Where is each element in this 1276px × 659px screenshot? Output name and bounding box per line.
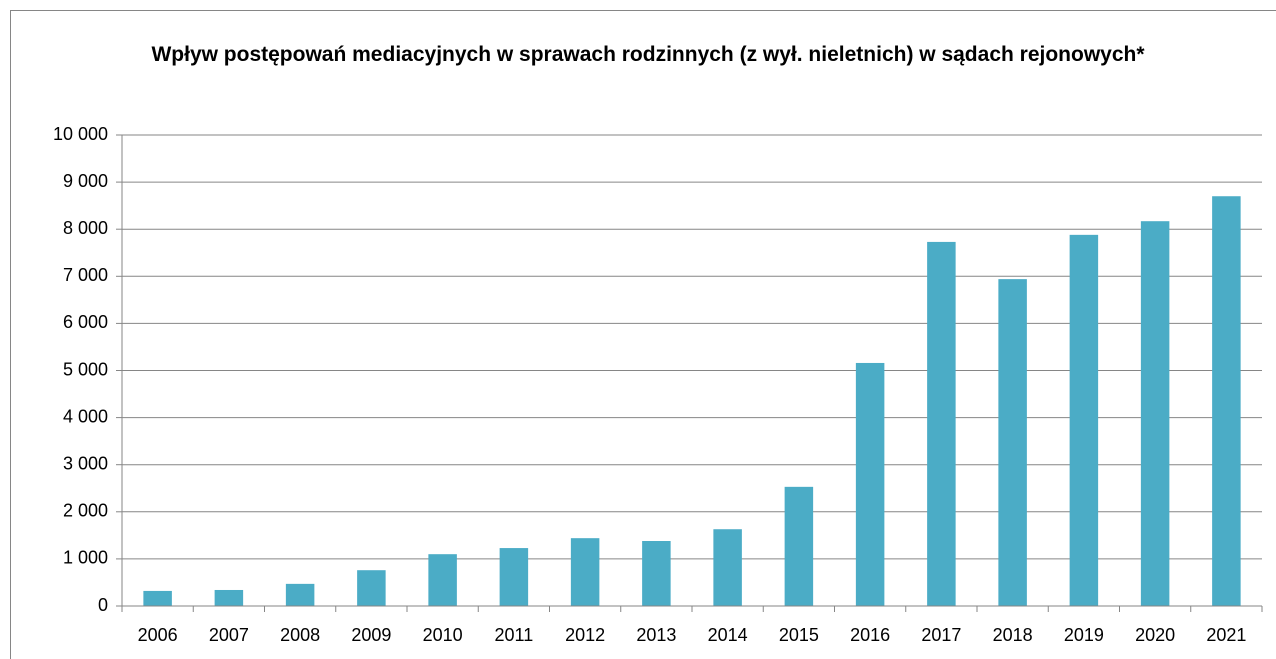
bar — [143, 590, 172, 606]
bar — [570, 538, 600, 606]
y-tick-label: 4 000 — [63, 406, 108, 426]
x-tick-label: 2010 — [423, 625, 463, 645]
bar — [855, 362, 885, 606]
x-tick-label: 2021 — [1206, 625, 1246, 645]
x-tick-label: 2006 — [138, 625, 178, 645]
y-tick-label: 10 000 — [53, 124, 108, 144]
y-tick-label: 5 000 — [63, 359, 108, 379]
x-tick-label: 2008 — [280, 625, 320, 645]
bar — [285, 583, 315, 606]
bar — [499, 548, 529, 606]
y-tick-label: 8 000 — [63, 218, 108, 238]
y-tick-label: 1 000 — [63, 548, 108, 568]
bar — [1140, 221, 1170, 606]
bar — [927, 241, 956, 607]
bar — [713, 529, 742, 606]
bar — [428, 554, 457, 606]
y-tick-label: 2 000 — [63, 501, 108, 521]
x-tick-label: 2014 — [708, 625, 748, 645]
x-tick-label: 2007 — [209, 625, 249, 645]
bar — [357, 570, 386, 606]
bar — [998, 279, 1027, 606]
chart-title: Wpływ postępowań mediacyjnych w sprawach… — [151, 43, 1145, 66]
x-tick-label: 2018 — [993, 625, 1033, 645]
x-tick-label: 2020 — [1135, 625, 1175, 645]
x-tick-label: 2019 — [1064, 625, 1104, 645]
y-tick-label: 7 000 — [63, 265, 108, 285]
x-tick-label: 2015 — [779, 625, 819, 645]
y-tick-label: 9 000 — [63, 171, 108, 191]
chart-frame — [10, 10, 1276, 659]
bar — [1069, 234, 1099, 607]
x-tick-label: 2017 — [921, 625, 961, 645]
y-tick-label: 3 000 — [63, 453, 108, 473]
bar — [642, 541, 671, 606]
x-tick-label: 2013 — [636, 625, 676, 645]
y-tick-label: 6 000 — [63, 312, 108, 332]
x-tick-label: 2012 — [565, 625, 605, 645]
x-tick-label: 2009 — [351, 625, 391, 645]
bar — [214, 589, 244, 606]
x-tick-label: 2016 — [850, 625, 890, 645]
bar — [784, 486, 814, 606]
x-tick-label: 2011 — [495, 625, 534, 645]
y-tick-label: 0 — [98, 595, 108, 615]
bar — [1212, 196, 1241, 607]
